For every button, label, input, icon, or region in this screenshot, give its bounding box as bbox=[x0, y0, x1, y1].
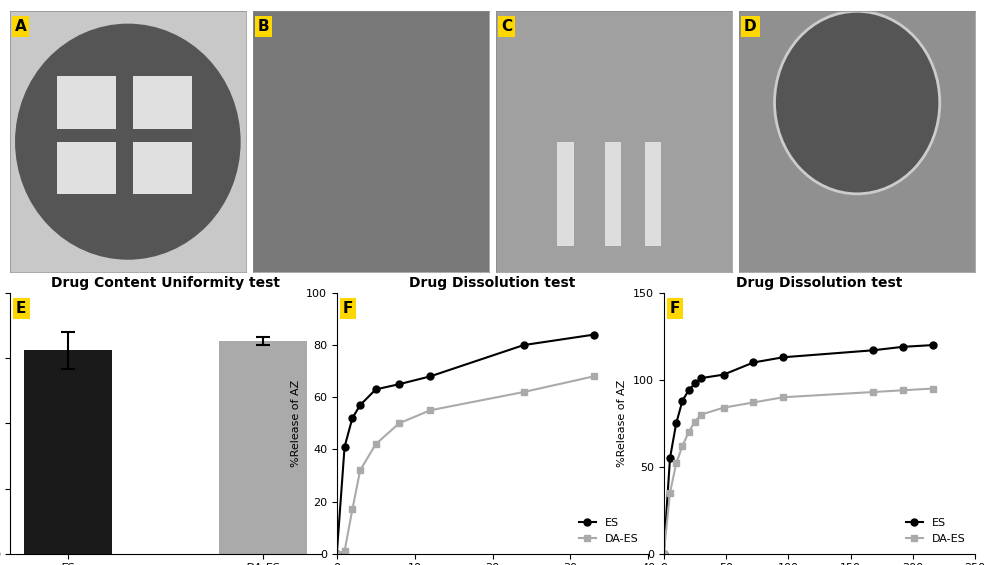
Text: F: F bbox=[343, 301, 354, 316]
Text: B: B bbox=[258, 19, 269, 34]
ES bbox=[518, 342, 530, 349]
Title: Drug Dissolution test: Drug Dissolution test bbox=[410, 276, 575, 290]
Line: ES: ES bbox=[660, 342, 937, 557]
ES bbox=[867, 347, 879, 354]
ES bbox=[695, 375, 707, 381]
DA-ES bbox=[683, 429, 694, 436]
Line: ES: ES bbox=[333, 331, 597, 557]
ES bbox=[777, 354, 789, 360]
Text: F: F bbox=[670, 301, 681, 316]
DA-ES bbox=[664, 489, 676, 496]
Bar bbox=[24, 350, 112, 554]
ES bbox=[658, 550, 670, 557]
DA-ES bbox=[677, 442, 689, 449]
DA-ES bbox=[897, 387, 909, 394]
ES bbox=[393, 381, 405, 388]
ES bbox=[588, 331, 600, 338]
DA-ES bbox=[393, 420, 405, 427]
Bar bbox=[645, 142, 661, 246]
Bar bbox=[57, 142, 116, 194]
ES bbox=[664, 455, 676, 462]
DA-ES bbox=[867, 389, 879, 396]
DA-ES bbox=[695, 411, 707, 418]
Text: A: A bbox=[15, 19, 27, 34]
Bar bbox=[220, 341, 307, 554]
DA-ES bbox=[777, 394, 789, 401]
ES bbox=[689, 380, 700, 386]
Title: Drug Content Uniformity test: Drug Content Uniformity test bbox=[51, 276, 280, 290]
Line: DA-ES: DA-ES bbox=[660, 385, 937, 557]
Text: C: C bbox=[500, 19, 512, 34]
DA-ES bbox=[718, 405, 730, 411]
DA-ES bbox=[689, 418, 700, 425]
ES bbox=[339, 444, 351, 450]
Legend: ES, DA-ES: ES, DA-ES bbox=[574, 514, 642, 548]
DA-ES bbox=[658, 550, 670, 557]
Bar bbox=[133, 142, 191, 194]
DA-ES bbox=[927, 385, 939, 392]
ES bbox=[331, 550, 343, 557]
Text: D: D bbox=[744, 19, 756, 34]
DA-ES bbox=[748, 399, 759, 406]
Legend: ES, DA-ES: ES, DA-ES bbox=[901, 514, 969, 548]
DA-ES bbox=[588, 373, 600, 380]
DA-ES bbox=[369, 441, 381, 447]
Text: E: E bbox=[16, 301, 27, 316]
ES bbox=[748, 359, 759, 366]
ES bbox=[927, 342, 939, 349]
Circle shape bbox=[774, 11, 940, 194]
Bar bbox=[605, 142, 622, 246]
ES bbox=[369, 386, 381, 393]
Bar bbox=[57, 76, 116, 129]
Y-axis label: %Release of AZ: %Release of AZ bbox=[291, 380, 300, 467]
ES bbox=[347, 415, 359, 421]
ES bbox=[897, 344, 909, 350]
DA-ES bbox=[671, 460, 683, 467]
ES bbox=[671, 420, 683, 427]
Bar bbox=[133, 76, 191, 129]
ES bbox=[677, 397, 689, 404]
DA-ES bbox=[331, 550, 343, 557]
DA-ES bbox=[347, 506, 359, 513]
ES bbox=[718, 371, 730, 378]
DA-ES bbox=[339, 547, 351, 554]
ES bbox=[683, 387, 694, 394]
DA-ES bbox=[425, 407, 436, 414]
Bar bbox=[558, 142, 574, 246]
DA-ES bbox=[355, 467, 366, 473]
Ellipse shape bbox=[16, 24, 240, 259]
ES bbox=[425, 373, 436, 380]
Title: Drug Dissolution test: Drug Dissolution test bbox=[736, 276, 902, 290]
DA-ES bbox=[518, 389, 530, 396]
Y-axis label: %Release of AZ: %Release of AZ bbox=[618, 380, 627, 467]
ES bbox=[355, 402, 366, 408]
Line: DA-ES: DA-ES bbox=[333, 373, 597, 557]
